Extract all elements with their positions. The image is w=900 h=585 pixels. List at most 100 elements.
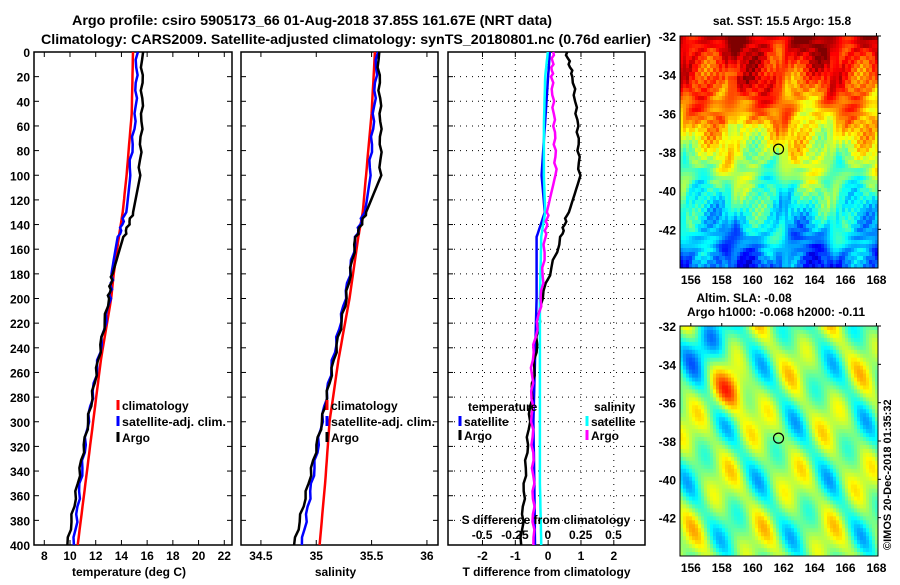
map-cell (872, 244, 876, 249)
map-cell (683, 108, 687, 113)
map-cell (836, 56, 840, 61)
map-cell (704, 326, 708, 331)
map-cell (767, 112, 771, 117)
map-cell (845, 84, 849, 89)
map-cell (779, 220, 783, 225)
map-cell (761, 44, 765, 49)
map-cell (749, 72, 753, 77)
map-cell (812, 244, 816, 249)
map-cell (848, 216, 852, 221)
map-cell (785, 168, 789, 173)
map-cell (842, 188, 846, 193)
map-cell (779, 128, 783, 133)
map-cell (794, 180, 798, 185)
map-cell (872, 216, 876, 221)
map-cell (779, 36, 783, 41)
map-cell (788, 232, 792, 237)
map-cell (767, 260, 771, 265)
map-cell (797, 120, 801, 125)
map-cell (734, 248, 738, 253)
map-cell (704, 370, 708, 375)
map-cell (755, 100, 759, 105)
map-cell (773, 160, 777, 165)
map-cell (770, 196, 774, 201)
map-cell (809, 92, 813, 97)
map-cell (725, 224, 729, 229)
map-cell (857, 188, 861, 193)
map-cell (776, 52, 780, 57)
map-cell (734, 204, 738, 209)
y-tick-label: 280 (10, 391, 30, 405)
map-cell (719, 481, 723, 486)
map-cell (692, 68, 696, 73)
map-cell (815, 136, 819, 141)
map-cell (725, 172, 729, 177)
map-cell (710, 421, 714, 426)
map-cell (707, 136, 711, 141)
map-cell (743, 48, 747, 53)
map-cell (743, 188, 747, 193)
map-cell (839, 160, 843, 165)
map-cell (824, 180, 828, 185)
map-cell (713, 212, 717, 217)
map-cell (731, 236, 735, 241)
map-cell (797, 40, 801, 45)
map-cell (815, 176, 819, 181)
map-cell (851, 160, 855, 165)
map-cell (854, 36, 858, 41)
map-cell (704, 52, 708, 57)
map-cell (686, 330, 690, 335)
map-cell (731, 160, 735, 165)
map-cell (692, 56, 696, 61)
map-cell (695, 485, 699, 490)
map-cell (680, 350, 684, 355)
map-cell (809, 68, 813, 73)
map-cell (743, 236, 747, 241)
map-cell (695, 96, 699, 101)
map-cell (854, 192, 858, 197)
map-cell (785, 200, 789, 205)
map-cell (698, 417, 702, 422)
map-cell (686, 60, 690, 65)
map-cell (788, 156, 792, 161)
map-cell (848, 248, 852, 253)
map-cell (800, 68, 804, 73)
map-cell (698, 469, 702, 474)
map-cell (869, 36, 873, 41)
map-cell (692, 433, 696, 438)
map-cell (743, 252, 747, 257)
map-cell (782, 196, 786, 201)
map-cell (866, 64, 870, 69)
map-cell (749, 220, 753, 225)
map-cell (698, 136, 702, 141)
map-cell (821, 260, 825, 265)
map-cell (752, 212, 756, 217)
map-cell (728, 136, 732, 141)
map-cell (734, 148, 738, 153)
map-cell (716, 244, 720, 249)
map-cell (707, 544, 711, 549)
map-cell (764, 128, 768, 133)
map-cell (824, 136, 828, 141)
map-cell (866, 160, 870, 165)
map-cell (809, 120, 813, 125)
map-cell (839, 104, 843, 109)
map-cell (749, 216, 753, 221)
map-cell (749, 144, 753, 149)
map-cell (692, 548, 696, 553)
map-cell (851, 256, 855, 261)
map-cell (749, 180, 753, 185)
map-cell (722, 212, 726, 217)
map-cell (692, 536, 696, 541)
map-cell (731, 136, 735, 141)
map-cell (761, 84, 765, 89)
map-cell (707, 393, 711, 398)
map-cell (767, 140, 771, 145)
map-cell (689, 528, 693, 533)
map-cell (704, 544, 708, 549)
map-cell (851, 164, 855, 169)
map-cell (689, 156, 693, 161)
map-cell (866, 80, 870, 85)
map-cell (797, 116, 801, 121)
map-cell (686, 346, 690, 351)
